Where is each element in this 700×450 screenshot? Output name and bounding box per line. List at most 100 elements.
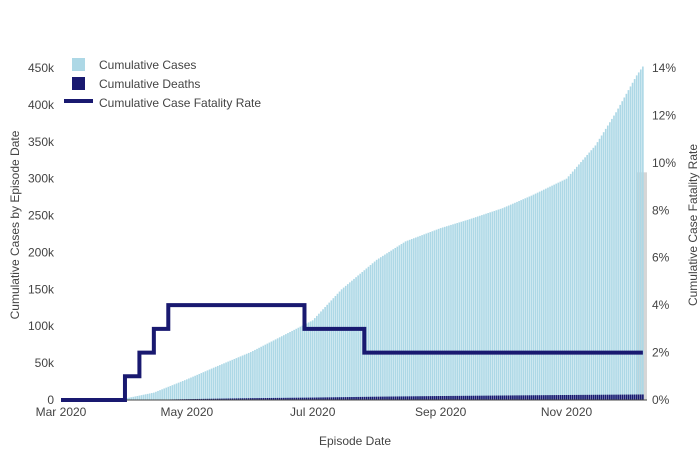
cases-bar <box>132 396 135 400</box>
deaths-bar <box>258 398 260 400</box>
cases-bar <box>398 245 401 400</box>
cases-bar <box>334 295 337 400</box>
deaths-bar <box>336 397 339 400</box>
cases-bar <box>400 244 403 400</box>
deaths-bar <box>318 397 320 400</box>
cases-bar <box>419 235 421 400</box>
legend-label-cases[interactable]: Cumulative Cases <box>99 58 196 72</box>
cases-bar <box>567 176 570 400</box>
deaths-bar <box>295 397 298 400</box>
deaths-bar <box>549 395 551 400</box>
cases-bar <box>206 370 209 400</box>
deaths-bar <box>635 394 638 400</box>
deaths-bar <box>487 395 489 400</box>
cases-bar <box>126 398 128 400</box>
deaths-bar <box>351 397 353 400</box>
cases-bar <box>311 320 314 400</box>
deaths-bar <box>388 396 390 400</box>
deaths-bar <box>524 395 527 400</box>
cases-bar <box>198 373 201 400</box>
cases-bar <box>561 180 564 400</box>
cases-bar <box>200 373 203 400</box>
deaths-bar <box>247 398 250 400</box>
legend-swatch-deaths[interactable] <box>72 77 85 90</box>
cases-bar <box>479 215 481 400</box>
cases-bar <box>353 278 355 400</box>
cases-bar <box>551 185 553 400</box>
legend-label-deaths[interactable]: Cumulative Deaths <box>99 77 200 91</box>
cases-bar <box>128 397 130 400</box>
cases-bar <box>175 383 178 400</box>
deaths-bar <box>435 396 438 400</box>
deaths-bar <box>330 397 333 400</box>
deaths-bar <box>320 397 322 400</box>
cases-bar <box>190 377 192 400</box>
cases-bar <box>280 336 283 400</box>
cases-bar <box>272 340 275 400</box>
deaths-bar <box>307 397 310 400</box>
cases-bar <box>495 210 498 400</box>
deaths-bar <box>427 396 430 400</box>
deaths-bar <box>569 394 572 400</box>
deaths-bar <box>250 398 252 400</box>
deaths-bar <box>291 397 293 400</box>
cases-bar <box>256 348 258 400</box>
cases-bar <box>328 302 331 400</box>
legend-label-cfr[interactable]: Cumulative Case Fatality Rate <box>99 96 261 110</box>
cases-bar <box>460 221 463 400</box>
cases-bar <box>262 345 265 400</box>
deaths-bar <box>382 396 384 400</box>
deaths-bar <box>322 397 324 400</box>
deaths-bar <box>460 395 463 400</box>
deaths-bar <box>631 394 634 400</box>
deaths-bar <box>571 394 574 400</box>
deaths-bar <box>462 395 465 400</box>
cases-bar <box>642 66 644 400</box>
legend-swatch-cases[interactable] <box>72 58 85 71</box>
cases-bar <box>435 229 438 400</box>
cases-bar <box>177 382 180 400</box>
deaths-bar <box>553 395 555 400</box>
cases-bar <box>130 397 132 400</box>
cases-bar <box>382 255 384 400</box>
highlight-band <box>636 172 647 400</box>
cases-bar <box>237 357 240 400</box>
cases-bar <box>417 236 419 400</box>
cases-bar <box>396 246 399 400</box>
deaths-bar <box>231 398 234 400</box>
deaths-bar <box>538 395 541 400</box>
deaths-bar <box>225 398 227 400</box>
cases-bar <box>526 197 529 400</box>
left-y-axis: 0 50k 100k 150k 200k 250k 300k 350k 400k 450k <box>28 61 55 407</box>
cases-bar <box>155 391 157 400</box>
deaths-bar <box>439 396 442 400</box>
left-y-tick-label: 0 <box>47 393 54 407</box>
cases-bar <box>633 79 636 401</box>
deaths-bar <box>499 395 502 400</box>
deaths-bar <box>561 395 564 400</box>
deaths-bar <box>270 397 273 400</box>
deaths-bar <box>262 398 265 400</box>
deaths-bar <box>349 397 351 400</box>
cases-bar <box>606 125 609 401</box>
deaths-bar <box>214 398 217 400</box>
cases-bar <box>330 300 333 400</box>
deaths-bar <box>355 396 357 400</box>
deaths-bar <box>551 395 553 400</box>
deaths-bars <box>62 394 644 400</box>
cases-bar <box>270 341 273 400</box>
cases-bar <box>371 263 374 400</box>
deaths-bar <box>299 397 302 400</box>
deaths-bar <box>621 394 624 400</box>
cases-bar <box>384 254 386 400</box>
deaths-bar <box>309 397 312 400</box>
deaths-bar <box>419 396 421 400</box>
deaths-bar <box>208 398 211 400</box>
cases-bar <box>565 178 568 400</box>
deaths-bar <box>367 396 370 400</box>
right-y-tick-label: 14% <box>652 61 676 75</box>
cases-bar <box>346 284 349 400</box>
cases-bar <box>582 159 584 400</box>
cases-bar <box>299 326 302 400</box>
cases-bar <box>454 223 456 400</box>
